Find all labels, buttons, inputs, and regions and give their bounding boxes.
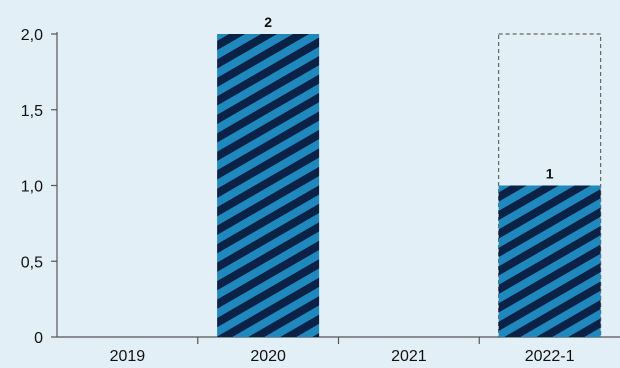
y-tick-label: 2,0 (21, 27, 43, 44)
bar (217, 34, 320, 337)
x-tick-label: 2020 (250, 348, 286, 365)
bar (498, 185, 601, 337)
bar-value-label: 1 (546, 166, 554, 182)
x-tick-label: 2022-1 (525, 348, 575, 365)
x-tick-label: 2021 (391, 348, 427, 365)
x-tick-label: 2019 (110, 348, 146, 365)
y-tick-label: 1,0 (21, 179, 43, 196)
plot-area: 0 0,5 1,0 1,5 2,0 2019 2 2020 2021 1 2022-1 (21, 14, 620, 365)
y-tick-label: 0,5 (21, 254, 43, 271)
y-tick-label: 1,5 (21, 103, 43, 120)
y-tick-label: 0 (34, 330, 43, 347)
bar-value-label: 2 (264, 14, 272, 30)
